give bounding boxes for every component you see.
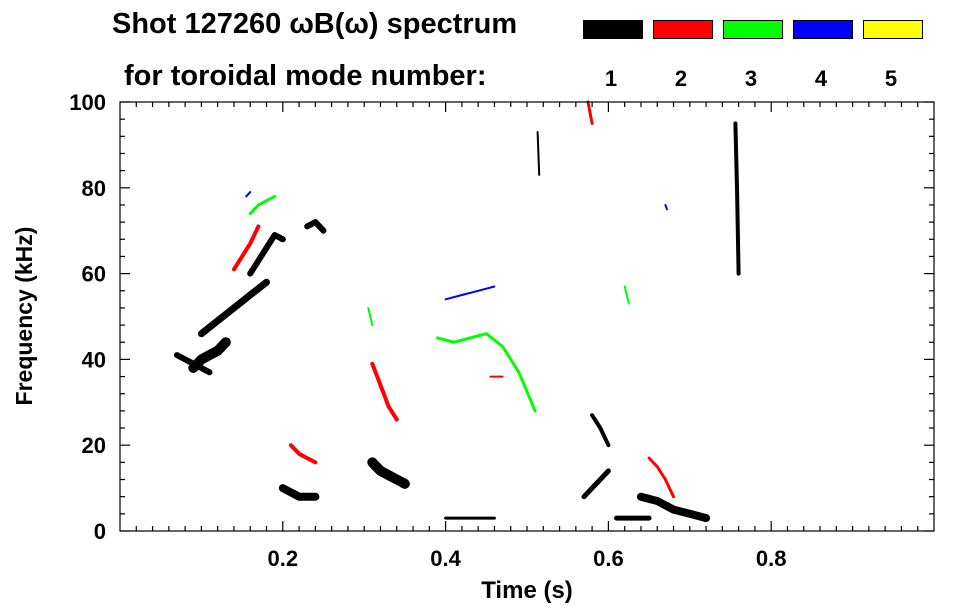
chart-subtitle: for toroidal mode number: xyxy=(124,60,487,92)
legend-swatch-mode-5 xyxy=(863,20,923,39)
mode-2-trace-2 xyxy=(288,443,318,465)
legend-label-mode-1: 1 xyxy=(604,66,618,91)
legend-swatch-mode-1 xyxy=(583,20,643,39)
mode-2-trace-5 xyxy=(586,100,594,125)
chart-title: Shot 127260 ωB(ω) spectrum xyxy=(112,8,518,40)
mode-2-trace-4 xyxy=(647,456,675,499)
mode-1-trace-3 xyxy=(197,278,270,338)
mode-4-trace-2 xyxy=(245,191,252,198)
mode-1-trace-4 xyxy=(247,232,286,277)
legend-swatch-mode-2 xyxy=(653,20,713,39)
mode-1-trace-7 xyxy=(367,457,410,489)
legend-label-mode-2: 2 xyxy=(674,66,688,91)
axis-ticks-layer xyxy=(120,101,934,532)
y-tick-label: 60 xyxy=(82,262,106,287)
y-tick-label: 0 xyxy=(94,519,106,544)
mode-3-trace-4 xyxy=(367,306,374,327)
mode-2-trace-3 xyxy=(370,361,399,422)
mode-4-trace-1 xyxy=(444,285,496,301)
axis-tick-labels-layer: 0.2 0.4 0.6 0.8 0 20 40 60 80 100 xyxy=(69,90,786,571)
legend-label-mode-5: 5 xyxy=(884,66,898,91)
mode-1-trace-13 xyxy=(733,121,741,276)
mode-2-trace-1 xyxy=(232,224,261,272)
y-tick-label: 40 xyxy=(82,347,106,372)
mode-1-trace-5 xyxy=(278,484,320,501)
x-tick-label: 0.4 xyxy=(430,546,461,571)
mode-1-trace-10 xyxy=(590,413,611,448)
x-tick-label: 0.8 xyxy=(756,546,787,571)
mode-3-trace-3 xyxy=(623,285,630,305)
plot-frame xyxy=(119,101,935,532)
x-axis-label: Time (s) xyxy=(481,577,573,604)
y-tick-label: 100 xyxy=(69,90,106,115)
legend-swatch-mode-3 xyxy=(723,20,783,39)
x-tick-label: 0.6 xyxy=(593,546,624,571)
mode-1-trace-12 xyxy=(637,492,711,523)
y-tick-label: 80 xyxy=(82,176,106,201)
y-tick-label: 20 xyxy=(82,433,106,458)
x-tick-label: 0.2 xyxy=(268,546,299,571)
y-axis-label: Frequency (kHz) xyxy=(11,227,37,406)
legend-label-mode-3: 3 xyxy=(744,66,758,91)
mode-1-trace-9 xyxy=(581,468,611,500)
data-marks-layer xyxy=(174,100,741,523)
mode-3-trace-1 xyxy=(248,194,277,215)
legend-swatch-mode-4 xyxy=(793,20,853,39)
mode-1-trace-14 xyxy=(536,131,541,176)
mode-4-trace-3 xyxy=(664,204,668,211)
mode-1-trace-6 xyxy=(304,219,327,234)
mode-3-trace-2 xyxy=(436,332,537,413)
legend-label-mode-4: 4 xyxy=(814,66,828,91)
mode-1-trace-2 xyxy=(188,337,231,373)
